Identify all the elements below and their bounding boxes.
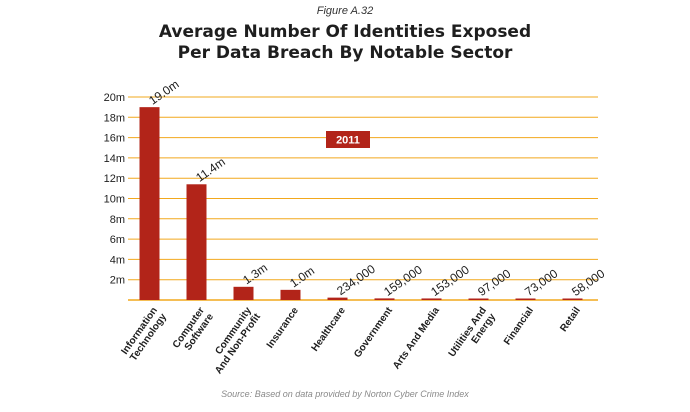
y-tick-label: 4m: [110, 254, 125, 266]
y-tick-label: 12m: [104, 173, 125, 185]
bar: [515, 298, 536, 300]
bar: [421, 298, 442, 300]
y-tick-label: 10m: [104, 194, 125, 206]
data-label: 153,000: [428, 262, 472, 299]
data-label: 1.3m: [240, 260, 270, 287]
bar: [562, 298, 583, 300]
category-label-line: Arts And Media: [391, 305, 442, 371]
data-label: 1.0m: [287, 264, 317, 291]
bar: [327, 297, 348, 300]
year-badge: [326, 131, 370, 148]
year-badge-label: 2011: [336, 135, 360, 147]
y-tick-label: 6m: [110, 234, 125, 246]
category-label: Retail: [558, 305, 583, 334]
bar: [186, 184, 207, 300]
category-label: Utilities AndEnergy: [447, 305, 499, 365]
category-label-line: Retail: [558, 305, 583, 334]
category-label-line: Healthcare: [310, 305, 349, 354]
data-label: 159,000: [381, 262, 425, 299]
y-tick-label: 8m: [110, 214, 125, 226]
category-label: Healthcare: [310, 305, 349, 354]
bar: [468, 298, 489, 300]
y-tick-label: 14m: [104, 153, 125, 165]
bar: [139, 107, 160, 301]
data-label: 73,000: [522, 266, 560, 299]
figure-label: Figure A.32: [316, 5, 374, 17]
category-label: InformationTechnology: [119, 305, 169, 363]
category-label-line: Financial: [502, 305, 536, 347]
chart-title-line-2: Per Data Breach By Notable Sector: [177, 43, 513, 63]
y-tick-label: 16m: [104, 133, 125, 145]
bar: [374, 298, 395, 300]
data-label: 97,000: [475, 266, 513, 299]
chart-title: Average Number Of Identities Exposed Per…: [0, 22, 690, 64]
y-tick-label: 2m: [110, 275, 125, 287]
data-label: 19.0m: [146, 77, 181, 108]
category-label: Arts And Media: [391, 305, 442, 371]
category-label: Insurance: [265, 305, 301, 350]
category-label: Financial: [502, 305, 536, 347]
y-tick-label: 20m: [104, 92, 125, 104]
data-label: 58,000: [569, 266, 607, 299]
category-label: CommunityAnd Non-Profit: [204, 305, 263, 376]
category-label: ComputerSoftware: [171, 305, 216, 357]
bar: [233, 286, 254, 300]
y-tick-label: 18m: [104, 112, 125, 124]
category-label: Government: [352, 305, 395, 360]
category-label-line: Insurance: [265, 305, 301, 350]
category-label-line: Government: [352, 305, 395, 360]
chart-title-line-1: Average Number Of Identities Exposed: [158, 22, 532, 42]
bar: [280, 289, 301, 300]
data-label: 11.4m: [193, 155, 228, 185]
source-note: Source: Based on data provided by Norton…: [221, 389, 469, 399]
